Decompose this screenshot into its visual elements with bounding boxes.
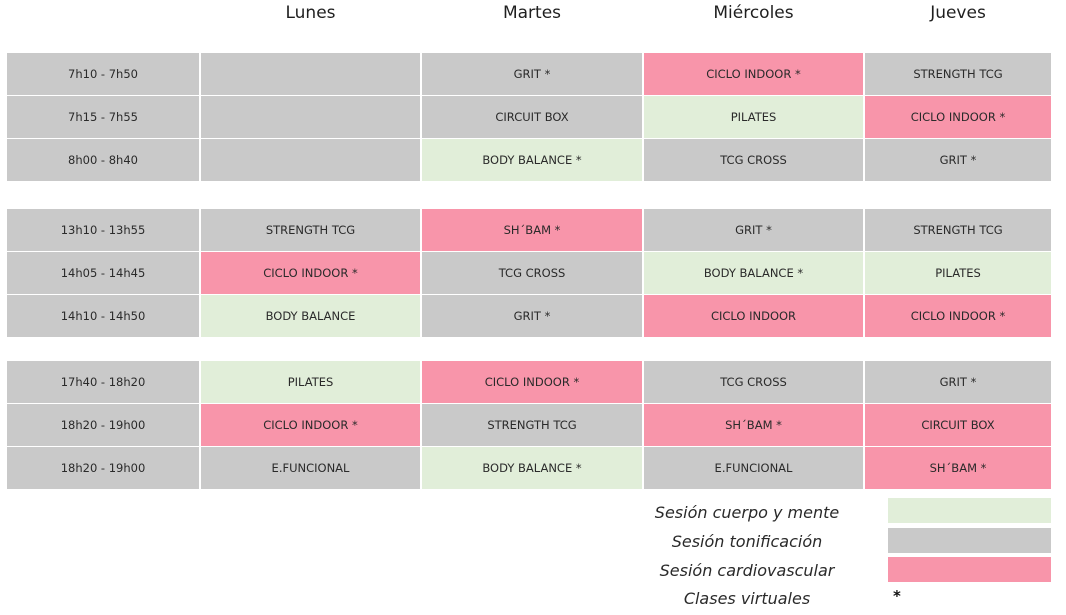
legend-label-tonificacion: Sesión tonificación [671,532,823,551]
class-cell: PILATES [865,252,1051,294]
schedule-row: 18h20 - 19h00 E.FUNCIONAL BODY BALANCE * E.… [7,447,1051,489]
day-header-lunes: Lunes [285,3,336,23]
legend-label-virtuales: Clases virtuales [683,589,811,608]
schedule-row: 13h10 - 13h55 STRENGTH TCG SH´BAM * GRIT * S… [7,209,1051,251]
class-cell [201,96,420,138]
class-cell: BODY BALANCE [201,295,420,337]
day-header-miercoles: Miércoles [713,3,794,23]
class-cell: BODY BALANCE * [422,139,642,181]
class-cell: CICLO INDOOR [644,295,863,337]
class-cell: SH´BAM * [865,447,1051,489]
day-header-martes: Martes [502,3,562,23]
legend-virtual-symbol: * [893,587,901,605]
class-cell: CICLO INDOOR * [201,404,420,446]
legend-label-cardiovascular: Sesión cardiovascular [659,561,835,580]
class-cell: GRIT * [865,139,1051,181]
class-cell [201,139,420,181]
time-slot: 14h10 - 14h50 [7,295,199,337]
time-slot: 7h10 - 7h50 [7,53,199,95]
schedule-row: 7h15 - 7h55 CIRCUIT BOX PILATES CICLO INDOO… [7,96,1051,138]
class-cell [201,53,420,95]
schedule-row: 14h10 - 14h50 BODY BALANCE GRIT * CICLO IND… [7,295,1051,337]
schedule-row: 18h20 - 19h00 CICLO INDOOR * STRENGTH TCG S… [7,404,1051,446]
class-cell: PILATES [201,361,420,403]
class-cell: STRENGTH TCG [865,209,1051,251]
class-cell: GRIT * [865,361,1051,403]
time-slot: 14h05 - 14h45 [7,252,199,294]
class-cell: STRENGTH TCG [201,209,420,251]
class-cell: CICLO INDOOR * [201,252,420,294]
class-cell: E.FUNCIONAL [201,447,420,489]
class-cell: GRIT * [422,53,642,95]
time-slot: 7h15 - 7h55 [7,96,199,138]
legend-swatch-cardiovascular [888,557,1051,582]
schedule-row: 7h10 - 7h50 GRIT * CICLO INDOOR * STRENGTH … [7,53,1051,95]
class-cell: CICLO INDOOR * [865,295,1051,337]
class-cell: STRENGTH TCG [865,53,1051,95]
schedule-block-midday: 13h10 - 13h55 STRENGTH TCG SH´BAM * GRIT * S… [7,209,1051,337]
time-slot: 18h20 - 19h00 [7,447,199,489]
class-cell: PILATES [644,96,863,138]
class-cell: SH´BAM * [422,209,642,251]
class-cell: TCG CROSS [422,252,642,294]
schedule-block-morning: 7h10 - 7h50 GRIT * CICLO INDOOR * STRENGTH … [7,53,1051,181]
class-cell: BODY BALANCE * [422,447,642,489]
day-header-jueves: Jueves [930,3,986,23]
schedule-block-evening: 17h40 - 18h20 PILATES CICLO INDOOR * TCG CR… [7,361,1051,489]
class-cell: STRENGTH TCG [422,404,642,446]
time-slot: 8h00 - 8h40 [7,139,199,181]
schedule-row: 17h40 - 18h20 PILATES CICLO INDOOR * TCG CR… [7,361,1051,403]
class-cell: SH´BAM * [644,404,863,446]
time-slot: 18h20 - 19h00 [7,404,199,446]
time-slot: 17h40 - 18h20 [7,361,199,403]
class-cell: CICLO INDOOR * [422,361,642,403]
legend-swatch-cuerpo-mente [888,498,1051,523]
legend-label-cuerpo-mente: Sesión cuerpo y mente [654,503,840,522]
class-cell: TCG CROSS [644,139,863,181]
class-cell: E.FUNCIONAL [644,447,863,489]
class-cell: TCG CROSS [644,361,863,403]
class-cell: CIRCUIT BOX [865,404,1051,446]
legend-swatch-tonificacion [888,528,1051,553]
class-cell: GRIT * [644,209,863,251]
class-cell: CIRCUIT BOX [422,96,642,138]
class-cell: GRIT * [422,295,642,337]
class-cell: CICLO INDOOR * [644,53,863,95]
schedule-row: 14h05 - 14h45 CICLO INDOOR * TCG CROSS BODY… [7,252,1051,294]
class-cell: CICLO INDOOR * [865,96,1051,138]
class-cell: BODY BALANCE * [644,252,863,294]
schedule-row: 8h00 - 8h40 BODY BALANCE * TCG CROSS GRIT * [7,139,1051,181]
time-slot: 13h10 - 13h55 [7,209,199,251]
